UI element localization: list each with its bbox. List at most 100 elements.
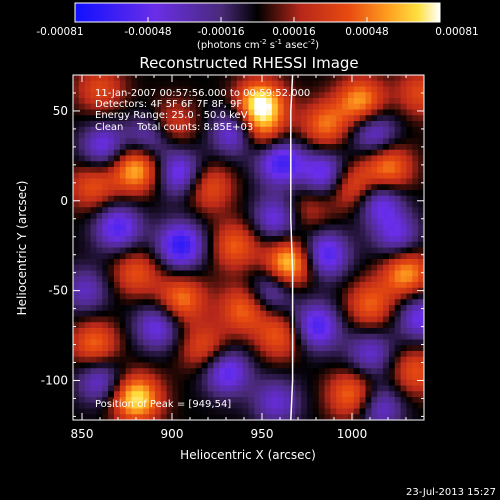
heatmap-cell xyxy=(225,230,232,237)
heatmap-cell xyxy=(324,184,331,191)
heatmap-cell xyxy=(102,408,109,415)
heatmap-cell xyxy=(166,75,174,82)
heatmap-cell xyxy=(266,408,273,415)
heatmap-cell xyxy=(260,155,267,162)
heatmap-cell xyxy=(78,333,86,341)
heatmap-cell xyxy=(230,368,238,375)
heatmap-cell xyxy=(90,172,97,180)
heatmap-cell xyxy=(207,356,214,364)
heatmap-cell xyxy=(84,333,92,341)
heatmap-cell xyxy=(353,282,361,289)
heatmap-cell xyxy=(318,310,326,318)
heatmap-cell xyxy=(84,397,92,404)
heatmap-cell xyxy=(406,190,413,197)
heatmap-cell xyxy=(184,236,191,243)
heatmap-cell xyxy=(388,362,396,369)
heatmap-cell xyxy=(137,126,144,134)
heatmap-cell xyxy=(400,138,408,145)
heatmap-cell xyxy=(400,408,408,415)
heatmap-cell xyxy=(172,195,179,203)
heatmap-cell xyxy=(143,259,150,266)
heatmap-cell xyxy=(336,299,343,306)
x-tick-label: 1000 xyxy=(337,427,368,441)
heatmap-cell xyxy=(219,385,226,392)
heatmap-cell xyxy=(166,259,174,266)
heatmap-cell xyxy=(336,276,343,283)
heatmap-cell xyxy=(307,322,314,329)
heatmap-cell xyxy=(377,374,384,381)
heatmap-cell xyxy=(289,92,296,99)
heatmap-cell xyxy=(342,299,349,306)
heatmap-cell xyxy=(254,282,261,289)
heatmap-cell xyxy=(383,195,390,203)
heatmap-cell xyxy=(254,385,261,392)
heatmap-cell xyxy=(102,115,109,122)
heatmap-cell xyxy=(248,305,255,312)
heatmap-cell xyxy=(230,207,238,214)
heatmap-cell xyxy=(230,172,238,180)
heatmap-cell xyxy=(400,115,408,122)
heatmap-cell xyxy=(271,178,279,185)
heatmap-cell xyxy=(353,103,361,111)
heatmap-cell xyxy=(160,138,168,145)
heatmap-cell xyxy=(312,144,320,151)
heatmap-cell xyxy=(195,138,203,145)
heatmap-cell xyxy=(90,356,97,364)
heatmap-cell xyxy=(160,385,168,392)
heatmap-cell xyxy=(84,374,92,381)
heatmap-cell xyxy=(254,80,261,88)
heatmap-cell xyxy=(213,253,220,260)
heatmap-cell xyxy=(230,75,238,82)
heatmap-cell xyxy=(78,126,86,134)
heatmap-cell xyxy=(154,305,162,312)
heatmap-cell xyxy=(236,316,244,323)
heatmap-cell xyxy=(412,253,419,260)
heatmap-cell xyxy=(330,356,337,364)
heatmap-cell xyxy=(271,259,279,266)
heatmap-cell xyxy=(353,316,361,323)
heatmap-cell xyxy=(73,155,80,162)
heatmap-cell xyxy=(190,103,197,111)
heatmap-cell xyxy=(365,161,372,168)
heatmap-cell xyxy=(201,287,209,295)
heatmap-cell xyxy=(131,287,138,295)
heatmap-cell xyxy=(266,356,273,364)
heatmap-cell xyxy=(388,155,396,162)
heatmap-cell xyxy=(318,184,326,191)
heatmap-cell xyxy=(172,253,179,260)
heatmap-cell xyxy=(277,259,285,266)
heatmap-cell xyxy=(400,345,408,352)
heatmap-cell xyxy=(400,322,408,329)
heatmap-cell xyxy=(184,259,191,266)
heatmap-cell xyxy=(359,207,367,214)
heatmap-cell xyxy=(266,144,273,151)
heatmap-cell xyxy=(178,80,185,88)
heatmap-cell xyxy=(96,247,103,254)
heatmap-cell xyxy=(78,190,86,197)
heatmap-cell xyxy=(84,276,92,283)
heatmap-cell xyxy=(412,172,419,180)
heatmap-cell xyxy=(113,230,121,237)
heatmap-cell xyxy=(73,213,80,220)
heatmap-cell xyxy=(400,362,408,369)
heatmap-cell xyxy=(160,190,168,197)
heatmap-cell xyxy=(154,138,162,145)
heatmap-cell xyxy=(131,115,138,122)
heatmap-cell xyxy=(312,316,320,323)
heatmap-cell xyxy=(207,328,214,335)
heatmap-cell xyxy=(248,115,255,122)
heatmap-cell xyxy=(149,155,156,162)
heatmap-cell xyxy=(295,98,302,105)
heatmap-cell xyxy=(400,293,408,300)
heatmap-cell xyxy=(283,80,291,88)
heatmap-cell xyxy=(190,391,197,398)
heatmap-cell xyxy=(289,149,296,157)
heatmap-cell xyxy=(412,184,419,191)
heatmap-cell xyxy=(336,86,343,93)
heatmap-cell xyxy=(172,305,179,312)
heatmap-cell xyxy=(365,408,372,415)
heatmap-cell xyxy=(96,345,103,352)
heatmap-cell xyxy=(271,103,279,111)
heatmap-cell xyxy=(271,236,279,243)
